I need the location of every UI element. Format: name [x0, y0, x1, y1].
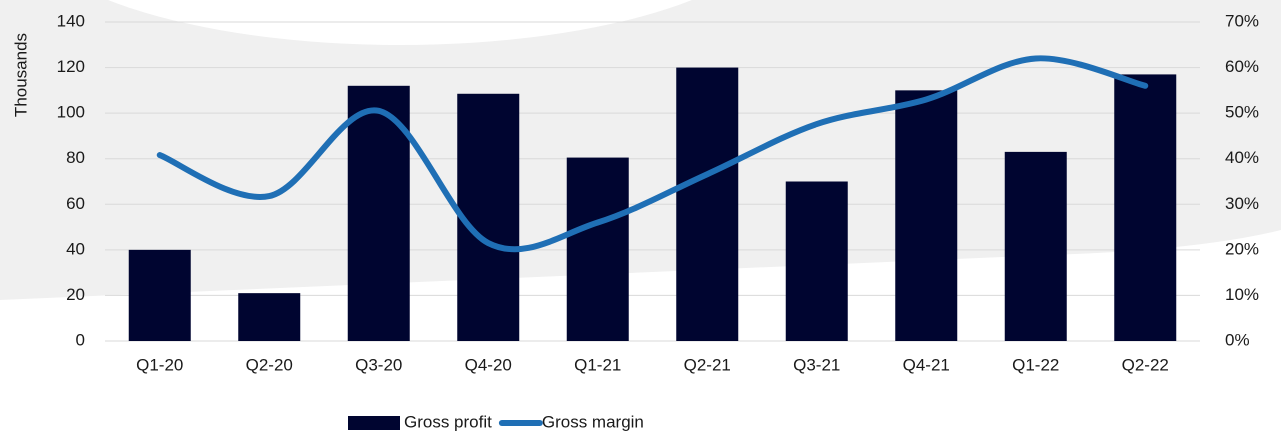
bar: [1004, 151, 1067, 341]
x-tick-label: Q1-21: [574, 355, 621, 374]
legend-label: Gross profit: [404, 412, 492, 431]
y-tick-label: 0: [76, 330, 85, 349]
line: [156, 55, 1149, 253]
y2-tick-label: 10%: [1225, 285, 1259, 304]
bar: [566, 157, 629, 341]
x-tick-label: Q1-20: [136, 355, 183, 374]
y-tick-label: 20: [66, 285, 85, 304]
bar: [1114, 74, 1177, 342]
x-tick-label: Q1-22: [1012, 355, 1059, 374]
y2-tick-label: 60%: [1225, 57, 1259, 76]
background-shape: [0, 0, 1281, 300]
x-tick-label: Q3-21: [793, 355, 840, 374]
bar: [785, 181, 848, 341]
x-tick-label: Q2-22: [1122, 355, 1169, 374]
y-tick-label: 40: [66, 239, 85, 258]
x-tick-label: Q4-21: [903, 355, 950, 374]
x-tick-label: Q2-21: [684, 355, 731, 374]
y-tick-label: 80: [66, 148, 85, 167]
y-tick-label: 120: [57, 57, 85, 76]
bar: [128, 249, 191, 341]
y-axis-label: Thousands: [11, 33, 30, 117]
bar: [238, 293, 301, 341]
bar: [895, 90, 958, 341]
x-tick-label: Q3-20: [355, 355, 402, 374]
y2-tick-label: 30%: [1225, 194, 1259, 213]
y-tick-label: 140: [57, 11, 85, 30]
legend-swatch: [348, 416, 400, 430]
y-tick-label: 60: [66, 194, 85, 213]
y2-tick-label: 20%: [1225, 239, 1259, 258]
y-tick-label: 100: [57, 103, 85, 122]
bar: [457, 93, 520, 342]
bar: [676, 67, 739, 342]
y2-tick-label: 40%: [1225, 148, 1259, 167]
x-tick-label: Q4-20: [465, 355, 512, 374]
y2-tick-label: 70%: [1225, 11, 1259, 30]
y2-tick-label: 0%: [1225, 330, 1250, 349]
x-tick-label: Q2-20: [246, 355, 293, 374]
y2-tick-label: 50%: [1225, 103, 1259, 122]
legend-label: Gross margin: [542, 412, 644, 431]
